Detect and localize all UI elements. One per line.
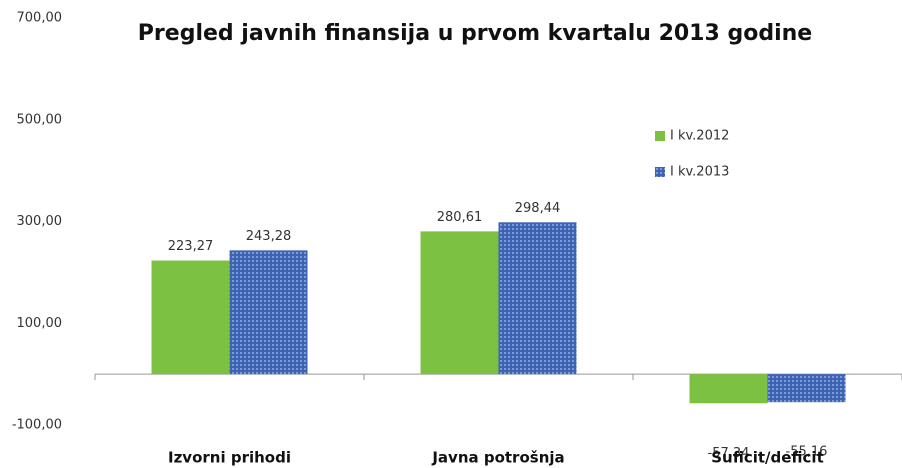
- legend-swatch: [655, 167, 665, 177]
- x-tick-label: Izvorni prihodi: [168, 449, 291, 467]
- data-label: 243,28: [246, 229, 292, 244]
- data-label: 223,27: [168, 239, 214, 254]
- bar: [689, 374, 768, 404]
- bar: [151, 260, 230, 375]
- data-label: 280,61: [437, 210, 483, 225]
- x-tick-label: Suficit/deficit: [711, 449, 824, 467]
- legend-swatch: [655, 131, 665, 141]
- y-tick-label: 300,00: [17, 214, 63, 229]
- legend-label: I kv.2013: [670, 165, 729, 180]
- bar: [767, 374, 846, 403]
- data-label: 298,44: [515, 201, 561, 216]
- data-label: -57,34: [708, 446, 750, 461]
- y-tick-label: 100,00: [17, 316, 63, 331]
- legend-label: I kv.2012: [670, 129, 729, 144]
- bar: [229, 250, 308, 375]
- data-label: -55,16: [786, 445, 828, 460]
- x-tick-label: Javna potrošnja: [431, 449, 564, 467]
- bar: [420, 231, 499, 375]
- y-tick-label: 700,00: [17, 11, 63, 26]
- y-tick-label: 500,00: [17, 112, 63, 127]
- y-tick-label: -100,00: [12, 418, 62, 433]
- chart-title: Pregled javnih finansija u prvom kvartal…: [138, 21, 812, 46]
- bar: [498, 222, 577, 375]
